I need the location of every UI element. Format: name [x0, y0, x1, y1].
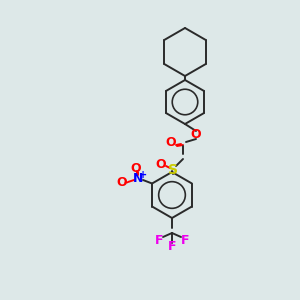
- Text: -: -: [124, 178, 128, 188]
- Text: O: O: [156, 158, 166, 170]
- Text: O: O: [191, 128, 201, 142]
- Text: +: +: [139, 170, 147, 180]
- Text: O: O: [131, 161, 141, 175]
- Text: F: F: [155, 233, 163, 247]
- Text: O: O: [166, 136, 176, 148]
- Text: O: O: [117, 176, 127, 190]
- Text: F: F: [181, 233, 189, 247]
- Text: N: N: [133, 172, 143, 185]
- Text: S: S: [168, 163, 178, 177]
- Text: F: F: [168, 241, 176, 254]
